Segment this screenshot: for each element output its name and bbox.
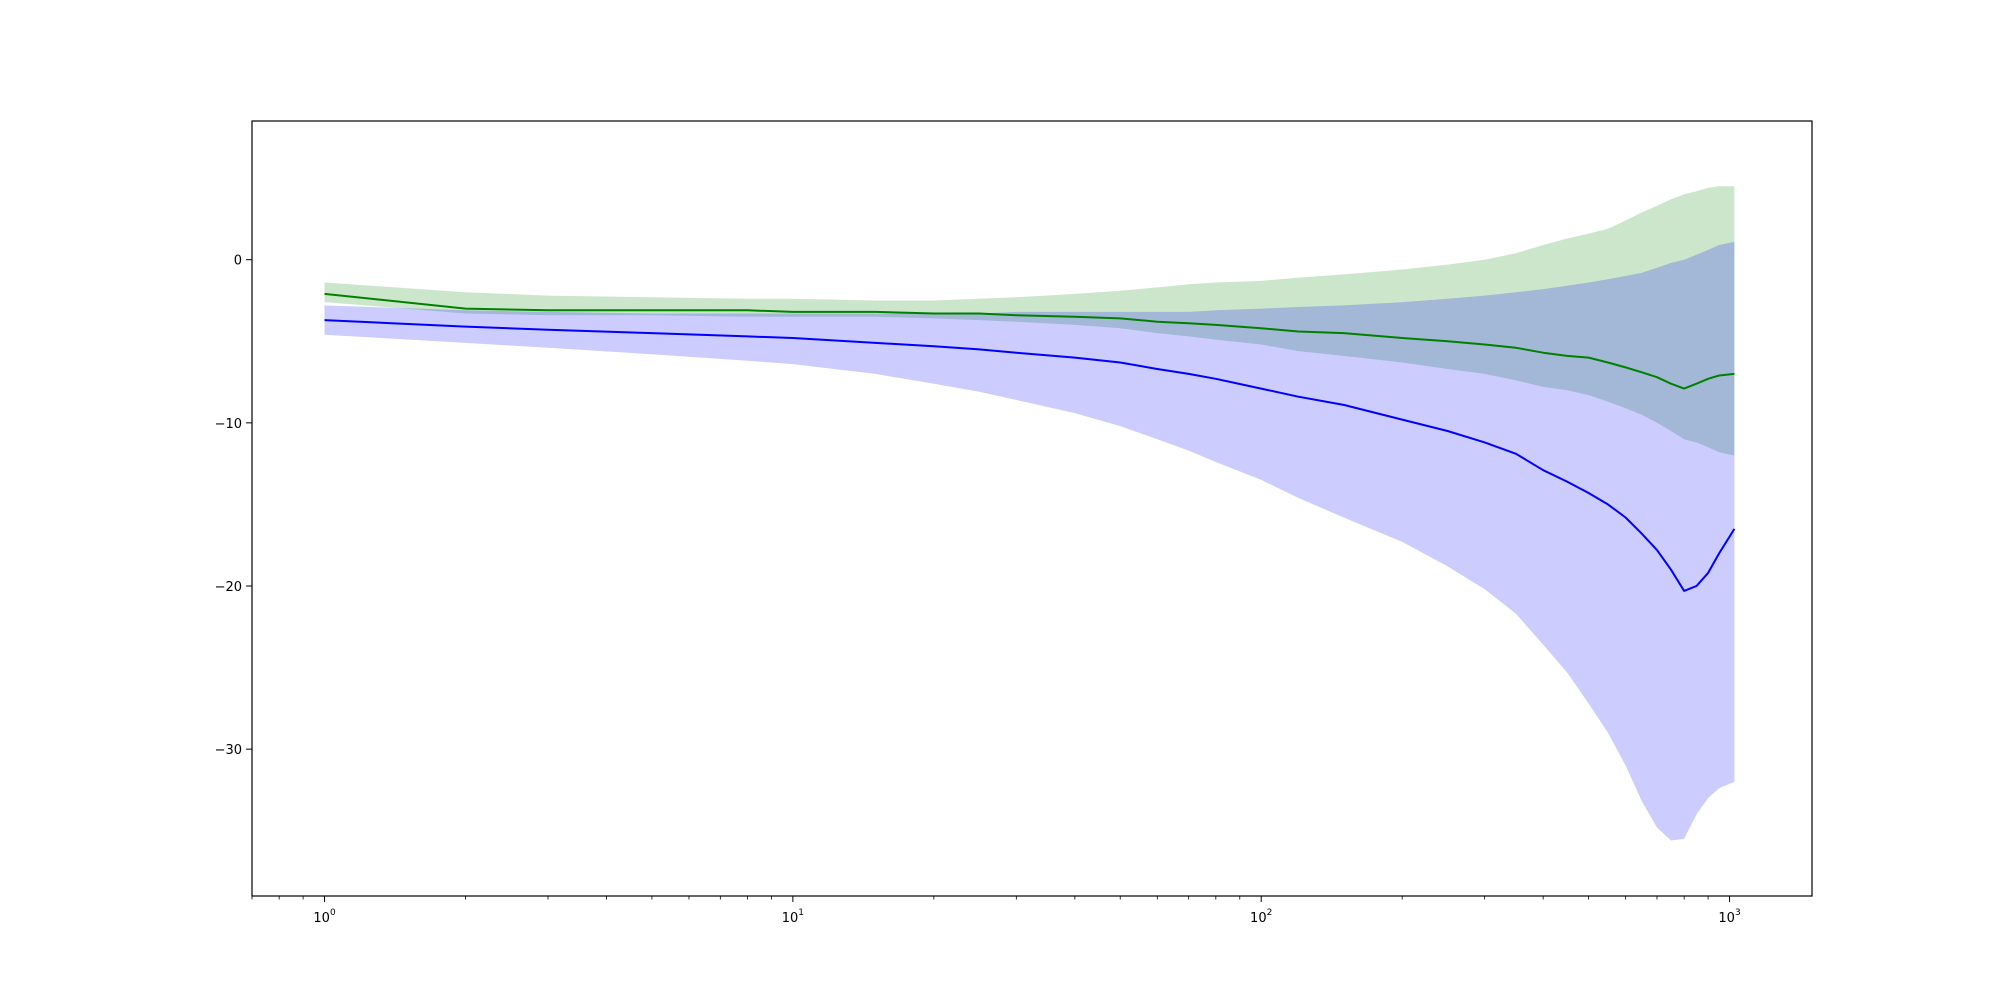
y-axis: 0 −10 −20 −30 [215,254,252,758]
series-0-band [324,186,1735,456]
confidence-bands [324,186,1735,841]
x-tick-label: 100 [313,908,336,926]
x-tick-label: 101 [782,908,804,926]
plot-frame [251,120,1813,897]
series-1-line [324,319,1736,592]
series-0-line [324,292,1735,390]
x-tick-label: 103 [1718,908,1740,926]
y-tick-label: −30 [215,743,242,758]
y-tick-label: −10 [215,417,242,432]
x-tick-label: 102 [1250,908,1272,926]
series-1-band [324,241,1735,841]
y-tick-label: 0 [234,254,242,269]
x-axis: 100 101 102 103 [251,896,1741,926]
y-tick-label: −20 [215,580,242,595]
series-lines [324,292,1736,592]
